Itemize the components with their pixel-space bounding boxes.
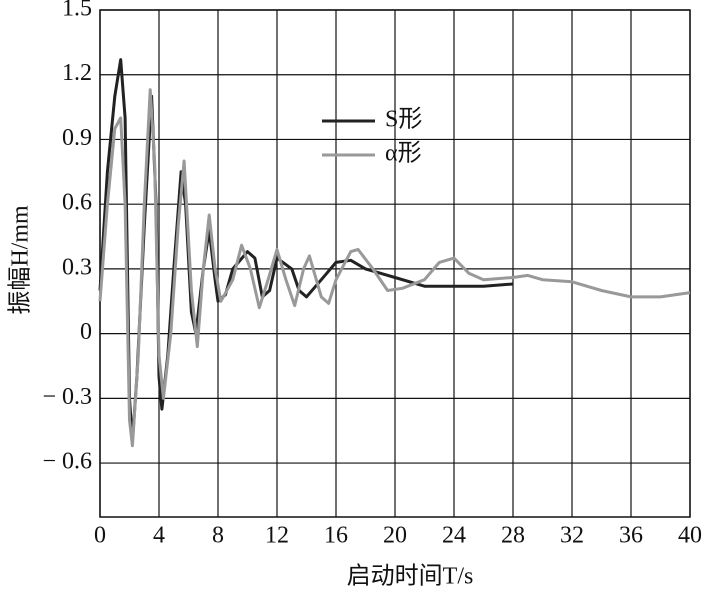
x-tick-label: 4	[153, 523, 165, 549]
y-tick-label: − 0.3	[42, 384, 92, 410]
y-tick-label: 0.9	[62, 125, 92, 151]
x-tick-label: 8	[212, 523, 224, 549]
y-tick-label: 0.3	[62, 254, 92, 280]
y-tick-label: 0.6	[62, 190, 92, 216]
legend-label: S形	[385, 106, 422, 133]
x-tick-label: 40	[678, 523, 702, 549]
x-tick-label: 32	[560, 523, 584, 549]
x-tick-label: 16	[324, 523, 348, 549]
x-tick-label: 28	[501, 523, 525, 549]
x-axis-label: 启动时间T/s	[347, 563, 474, 590]
y-tick-label: − 0.6	[42, 449, 92, 475]
x-tick-label: 24	[442, 523, 466, 549]
y-tick-label: 1.5	[62, 0, 92, 22]
x-tick-label: 36	[619, 523, 643, 549]
y-tick-label: 0	[80, 319, 92, 345]
y-tick-label: 1.2	[62, 60, 92, 86]
x-tick-label: 20	[383, 523, 407, 549]
y-axis-label: 振幅H/mm	[7, 205, 34, 315]
x-tick-label: 0	[94, 523, 106, 549]
series-line	[98, 88, 691, 448]
legend-label: α形	[385, 140, 422, 167]
x-tick-label: 12	[265, 523, 289, 549]
